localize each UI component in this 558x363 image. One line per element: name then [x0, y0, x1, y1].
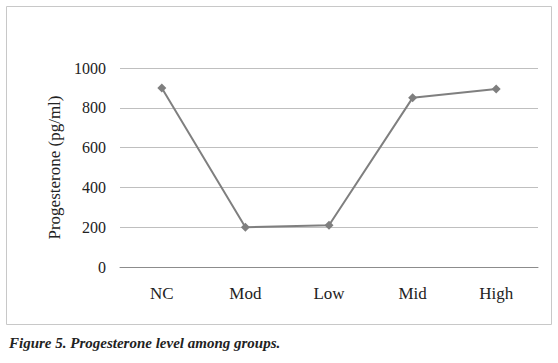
- svg-text:NC: NC: [150, 284, 174, 303]
- svg-text:Progesterone (pg/ml): Progesterone (pg/ml): [45, 96, 64, 240]
- svg-text:1000: 1000: [74, 60, 106, 77]
- svg-text:Mid: Mid: [398, 284, 427, 303]
- svg-text:400: 400: [82, 179, 106, 196]
- svg-text:0: 0: [98, 259, 106, 276]
- svg-text:800: 800: [82, 99, 106, 116]
- svg-text:Low: Low: [313, 284, 345, 303]
- svg-text:Progesterone level among group: Progesterone level among groups.: [67, 335, 281, 351]
- svg-text:600: 600: [82, 139, 106, 156]
- svg-text:High: High: [479, 284, 514, 303]
- svg-text:200: 200: [82, 219, 106, 236]
- svg-text:Mod: Mod: [229, 284, 262, 303]
- svg-text:Figure 5.: Figure 5.: [8, 335, 67, 351]
